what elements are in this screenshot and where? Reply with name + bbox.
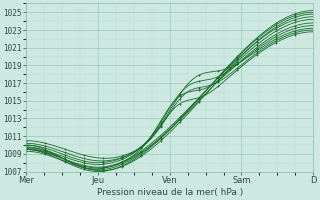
X-axis label: Pression niveau de la mer( hPa ): Pression niveau de la mer( hPa ) bbox=[97, 188, 243, 197]
